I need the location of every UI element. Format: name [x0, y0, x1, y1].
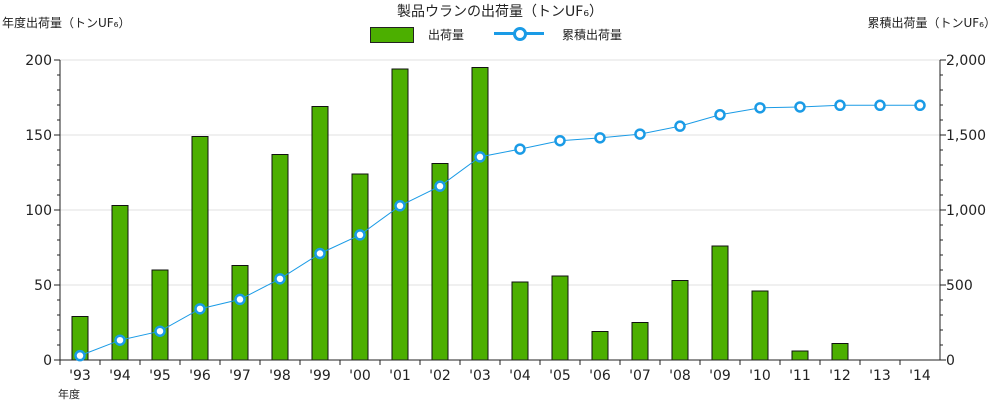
y-left-tick-label: 100 [25, 203, 52, 219]
x-tick-label: '06 [589, 368, 611, 384]
y-right-tick-label: 500 [946, 278, 973, 294]
x-tick-label: '08 [669, 368, 691, 384]
cumulative-point [394, 200, 406, 212]
bar [271, 154, 289, 361]
x-tick-label: '04 [509, 368, 531, 384]
y-right-tick-label: 1,000 [946, 203, 986, 219]
bar [511, 281, 529, 361]
x-tick-label: '96 [189, 368, 211, 384]
cumulative-point [114, 334, 126, 346]
x-tick-label: '93 [69, 368, 91, 384]
x-tick-label: '94 [109, 368, 131, 384]
legend-line-marker [513, 27, 527, 41]
cumulative-point [914, 99, 926, 112]
x-axis-label: 年度 [58, 388, 80, 401]
cumulative-point [354, 229, 366, 241]
y-right-tick-label: 1,500 [946, 128, 986, 144]
cumulative-point [474, 151, 486, 163]
cumulative-line [79, 104, 920, 357]
legend-line-label: 累積出荷量 [562, 28, 623, 42]
cumulative-point [874, 99, 886, 112]
cumulative-point [634, 128, 646, 140]
chart-title: 製品ウランの出荷量（トンUF₆） [397, 4, 603, 20]
bar [191, 136, 209, 361]
cumulative-point [234, 293, 246, 306]
bar [391, 68, 409, 361]
y-left-tick-label: 150 [25, 128, 52, 144]
x-tick-label: '03 [469, 368, 491, 384]
cumulative-point [754, 102, 766, 114]
x-tick-label: '05 [549, 368, 571, 384]
y-left-tick-label: 200 [25, 53, 52, 69]
bar [671, 280, 689, 361]
bar [791, 350, 809, 361]
bar [551, 275, 569, 361]
x-tick-label: '10 [749, 368, 771, 384]
cumulative-point [834, 99, 846, 112]
cumulative-point [154, 325, 166, 337]
cumulative-point [594, 132, 606, 144]
bar [751, 290, 769, 361]
y-right-tick-label: 0 [946, 353, 955, 369]
x-tick-label: '99 [309, 368, 331, 384]
y-left-tick-label: 0 [43, 353, 52, 369]
cumulative-point [794, 101, 806, 113]
cumulative-point [194, 303, 206, 315]
x-tick-label: '12 [829, 368, 851, 384]
x-tick-label: '02 [429, 368, 451, 384]
bar [631, 322, 649, 361]
y-axis-left-label: 年度出荷量（トンUF₆） [2, 16, 131, 30]
cumulative-point [554, 134, 566, 147]
bar [471, 67, 489, 361]
y-axis-right-label: 累積出荷量（トンUF₆） [867, 16, 997, 30]
x-tick-label: '13 [869, 368, 891, 384]
x-tick-label: '01 [389, 368, 411, 384]
x-tick-label: '11 [789, 368, 811, 384]
x-tick-label: '14 [909, 368, 931, 384]
x-tick-label: '00 [349, 368, 371, 384]
bar [311, 106, 329, 361]
y-right-tick-label: 2,000 [946, 53, 986, 69]
cumulative-point [434, 180, 446, 192]
cumulative-point [274, 273, 286, 285]
legend-bar-swatch [370, 27, 414, 43]
bar [151, 269, 169, 361]
cumulative-point [314, 247, 326, 260]
cumulative-point [674, 120, 686, 132]
x-tick-label: '98 [269, 368, 291, 384]
x-tick-label: '97 [229, 368, 251, 384]
cumulative-point [74, 349, 86, 362]
y-left-tick-label: 50 [34, 278, 52, 294]
cumulative-point [514, 143, 526, 155]
cumulative-point [714, 109, 726, 121]
bar [711, 245, 729, 361]
bar [231, 265, 249, 361]
x-tick-label: '07 [629, 368, 651, 384]
bar [351, 173, 369, 361]
x-tick-label: '95 [149, 368, 171, 384]
bar [591, 331, 609, 361]
x-tick-label: '09 [709, 368, 731, 384]
legend-bar-label: 出荷量 [428, 28, 465, 42]
bar [831, 343, 849, 361]
bar [431, 163, 449, 361]
